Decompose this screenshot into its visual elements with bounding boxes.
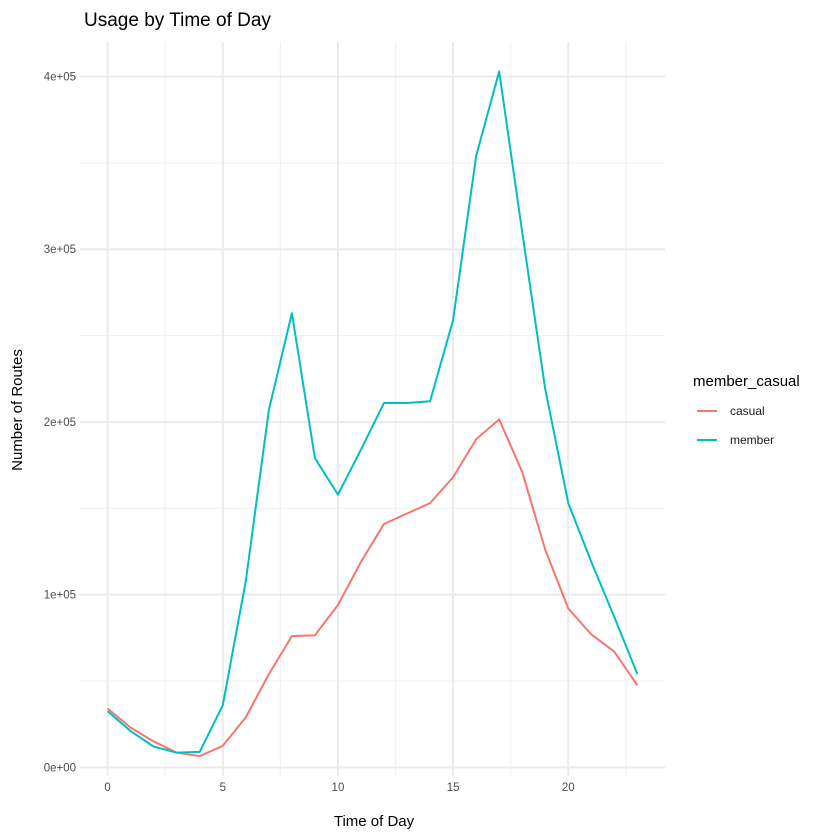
x-tick-label: 15 xyxy=(447,782,460,794)
x-tick-label: 20 xyxy=(562,782,575,794)
series-line-casual xyxy=(107,418,639,758)
x-tick-label: 0 xyxy=(104,782,110,794)
y-axis-title: Number of Routes xyxy=(9,349,26,471)
legend-items: casual member xyxy=(697,404,774,447)
y-tick-label: 2e+05 xyxy=(44,417,76,429)
x-axis-title: Time of Day xyxy=(334,813,415,830)
x-tick-label: 5 xyxy=(220,782,226,794)
y-axis-ticks: 0e+00 1e+05 2e+05 3e+05 4e+05 xyxy=(44,72,76,775)
x-axis-ticks: 0 5 10 15 20 xyxy=(104,782,574,794)
x-tick-label: 10 xyxy=(332,782,345,794)
y-tick-label: 4e+05 xyxy=(44,72,76,84)
series-lines xyxy=(106,70,639,758)
legend-label-casual: casual xyxy=(730,404,765,418)
y-tick-label: 1e+05 xyxy=(44,590,76,602)
chart-title: Usage by Time of Day xyxy=(84,10,271,31)
y-tick-label: 3e+05 xyxy=(44,244,76,256)
minor-gridlines xyxy=(80,42,665,776)
legend: member_casual casual member xyxy=(693,373,800,447)
legend-label-member: member xyxy=(730,433,774,447)
major-gridlines xyxy=(80,42,665,776)
y-tick-label: 0e+00 xyxy=(44,762,76,774)
legend-title: member_casual xyxy=(693,373,800,390)
series-line-member xyxy=(106,70,639,754)
